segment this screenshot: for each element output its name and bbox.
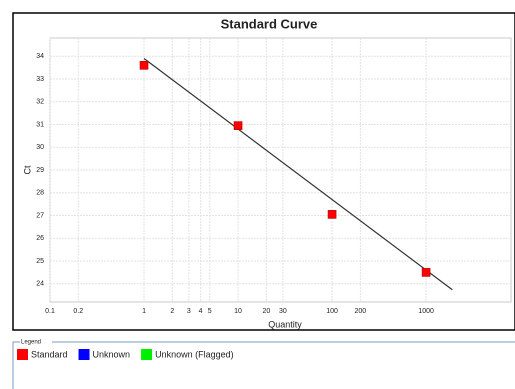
y-tick-label: 26 — [36, 235, 44, 242]
x-tick-label: 2 — [170, 308, 174, 315]
legend-title: Legend — [21, 340, 41, 346]
y-tick-label: 28 — [36, 190, 44, 197]
x-tick-label: 10 — [234, 308, 242, 315]
y-tick-label: 34 — [36, 53, 44, 60]
y-tick-label: 27 — [36, 212, 44, 219]
legend-swatch — [17, 349, 28, 360]
legend-label: Standard — [31, 349, 68, 359]
x-tick-label: 20 — [262, 308, 270, 315]
y-tick-label: 25 — [36, 258, 44, 265]
data-point — [327, 210, 337, 219]
x-tick-label: 100 — [326, 308, 338, 315]
x-tick-label: 1 — [142, 308, 146, 315]
legend-swatch — [141, 349, 153, 360]
x-tick-label: 1000 — [418, 308, 434, 315]
x-axis-label: Quantity — [268, 319, 302, 329]
x-tick-label: 5 — [208, 308, 212, 315]
y-tick-label: 29 — [36, 167, 44, 174]
legend-label: Unknown — [93, 349, 131, 359]
y-tick-label: 30 — [36, 144, 44, 151]
y-axis-label: Ct — [22, 165, 32, 174]
y-tick-label: 32 — [36, 99, 44, 106]
legend-frame — [12, 341, 515, 389]
x-tick-label: 0.2 — [73, 308, 83, 315]
data-point — [421, 268, 431, 277]
data-point — [233, 121, 243, 130]
x-tick-label: 3 — [187, 308, 191, 315]
legend-swatch — [78, 349, 90, 360]
x-tick-label: 200 — [355, 308, 367, 315]
x-tick-label: 0.1 — [45, 308, 55, 315]
fit-line — [143, 58, 453, 291]
chart-title: Standard Curve — [221, 16, 318, 31]
data-point — [139, 61, 149, 70]
x-tick-label: 4 — [199, 308, 203, 315]
y-tick-label: 31 — [36, 121, 44, 128]
legend-label: Unknown (Flagged) — [155, 349, 234, 359]
x-tick-label: 30 — [279, 308, 287, 315]
y-tick-label: 33 — [36, 76, 44, 83]
y-tick-label: 24 — [36, 281, 44, 288]
